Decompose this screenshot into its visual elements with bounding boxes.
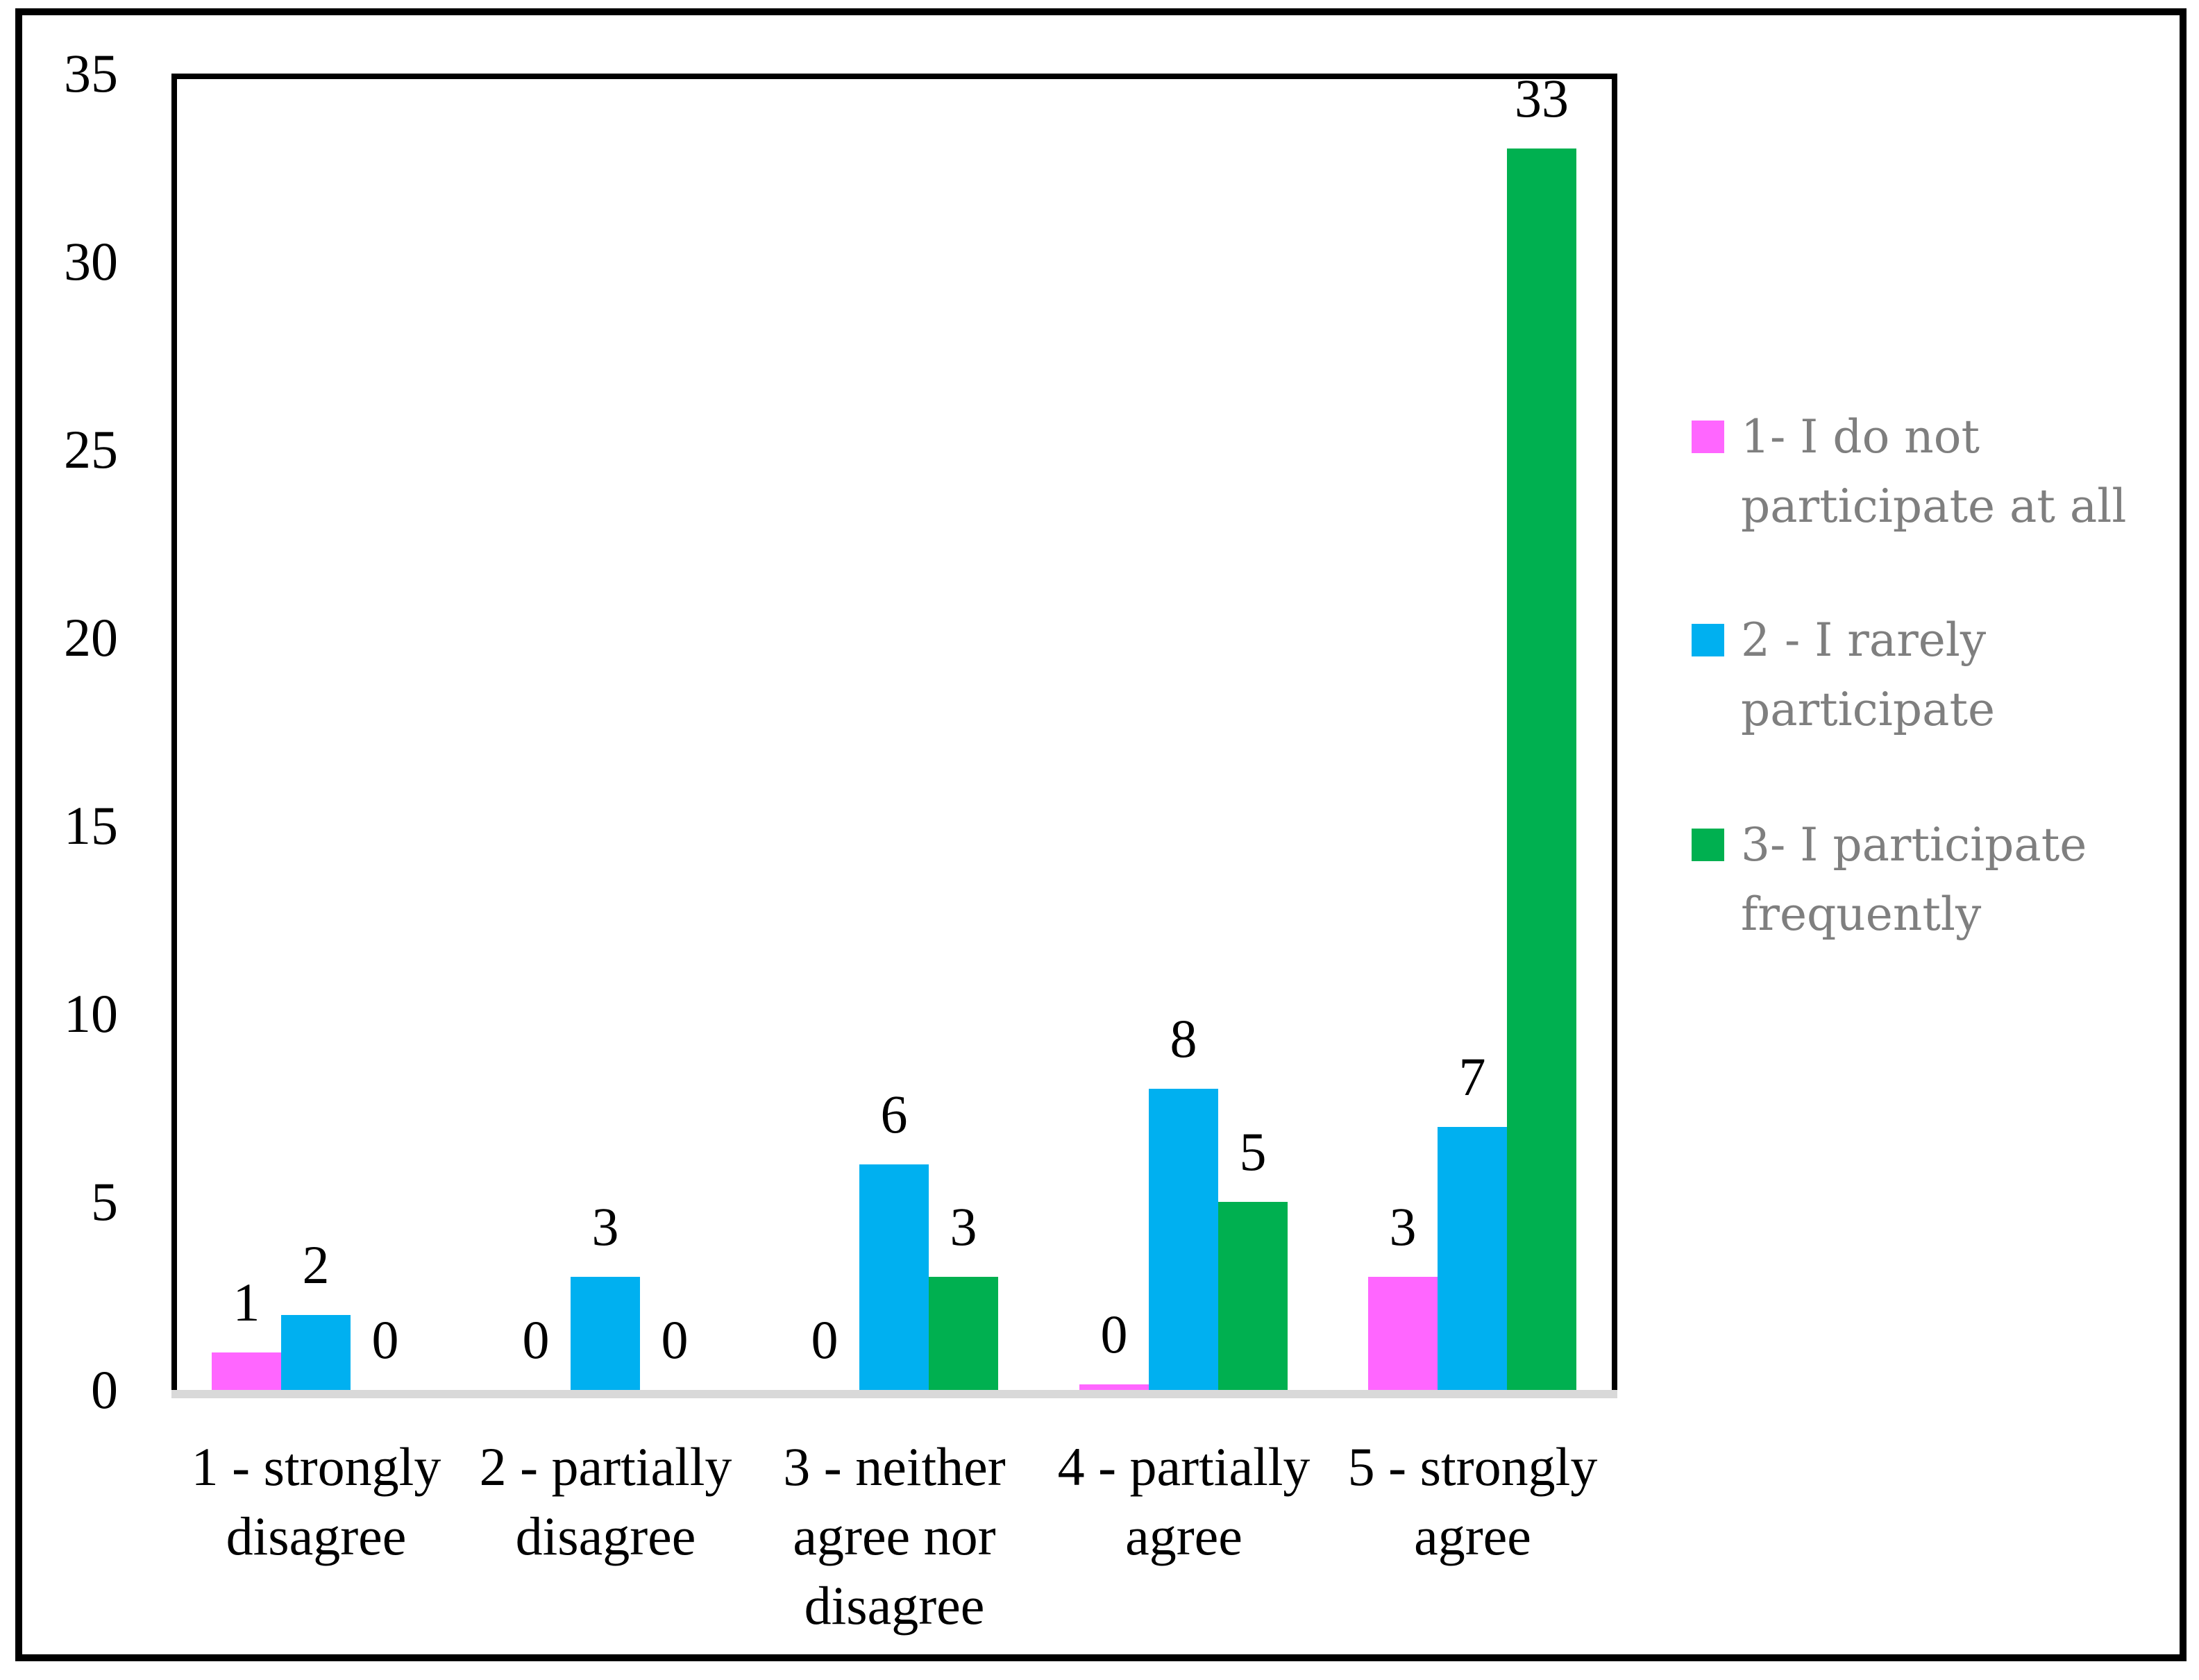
y-axis-tick-label: 30 bbox=[64, 231, 118, 291]
data-label-series1-cat1: 1 bbox=[233, 1272, 260, 1332]
legend-label: 1- I do not participate at all bbox=[1741, 410, 2127, 533]
y-axis-tick-label: 0 bbox=[91, 1359, 118, 1420]
data-label-series2-cat1: 2 bbox=[302, 1234, 330, 1295]
bar-series2-cat2 bbox=[571, 1277, 640, 1390]
plot-area bbox=[171, 74, 1617, 1390]
bar-series3-cat4 bbox=[1218, 1202, 1288, 1390]
legend-swatch-icon bbox=[1692, 421, 1724, 453]
data-label-series3-cat2: 0 bbox=[661, 1309, 689, 1370]
data-label-series2-cat4: 8 bbox=[1170, 1008, 1197, 1069]
legend-item-series2: 2 - I rarely participate bbox=[1692, 606, 1995, 745]
data-label-series3-cat1: 0 bbox=[371, 1309, 399, 1370]
data-label-series1-cat5: 3 bbox=[1389, 1196, 1417, 1257]
data-label-series3-cat3: 3 bbox=[950, 1196, 977, 1257]
y-axis-tick-label: 25 bbox=[64, 419, 118, 480]
y-axis-tick-label: 35 bbox=[64, 43, 118, 103]
legend-label: 3- I participate frequently bbox=[1741, 818, 2087, 941]
data-label-series1-cat2: 0 bbox=[522, 1309, 550, 1370]
bar-series2-cat1 bbox=[281, 1315, 351, 1390]
data-label-series3-cat5: 33 bbox=[1515, 68, 1569, 128]
data-label-series1-cat3: 0 bbox=[811, 1309, 839, 1370]
data-label-series1-cat4: 0 bbox=[1100, 1304, 1128, 1364]
legend-swatch-icon bbox=[1692, 829, 1724, 861]
x-axis-category-label: 1 - strongly disagree bbox=[191, 1436, 441, 1566]
bar-series2-cat3 bbox=[859, 1164, 929, 1390]
bar-series3-cat3 bbox=[929, 1277, 998, 1390]
x-axis-category-label: 3 - neither agree nor disagree bbox=[783, 1436, 1006, 1636]
y-axis-tick-label: 10 bbox=[64, 983, 118, 1044]
bar-series1-cat5 bbox=[1368, 1277, 1438, 1390]
bar-series1-cat4 bbox=[1079, 1384, 1149, 1390]
legend-swatch-icon bbox=[1692, 624, 1724, 656]
legend-item-series1: 1- I do not participate at all bbox=[1692, 402, 2126, 541]
legend-label: 2 - I rarely participate bbox=[1741, 613, 1996, 736]
legend: 1- I do not participate at all 2 - I rare… bbox=[1692, 0, 2191, 1680]
bar-series1-cat1 bbox=[212, 1352, 281, 1390]
data-label-series2-cat3: 6 bbox=[880, 1084, 908, 1144]
bar-series2-cat5 bbox=[1438, 1127, 1507, 1390]
legend-item-series3: 3- I participate frequently bbox=[1692, 811, 2087, 949]
y-axis-tick-label: 15 bbox=[64, 795, 118, 856]
x-axis-line bbox=[171, 1390, 1617, 1398]
x-axis-category-label: 2 - partially disagree bbox=[479, 1436, 732, 1566]
data-label-series2-cat2: 3 bbox=[591, 1196, 619, 1257]
y-axis-tick-label: 5 bbox=[91, 1171, 118, 1232]
data-label-series3-cat4: 5 bbox=[1239, 1121, 1267, 1182]
bar-series2-cat4 bbox=[1149, 1089, 1218, 1390]
data-label-series2-cat5: 7 bbox=[1458, 1046, 1486, 1107]
figure-border bbox=[15, 8, 2187, 1661]
y-axis-tick-label: 20 bbox=[64, 607, 118, 668]
bar-series3-cat5 bbox=[1507, 149, 1576, 1390]
x-axis-category-label: 5 - strongly agree bbox=[1347, 1436, 1598, 1566]
x-axis-category-label: 4 - partially agree bbox=[1057, 1436, 1311, 1566]
